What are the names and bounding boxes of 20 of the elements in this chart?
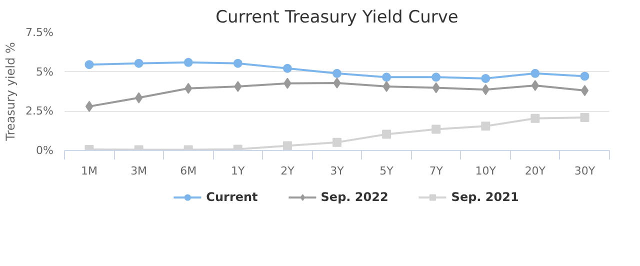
legend-label: Current xyxy=(206,190,258,204)
legend-label: Sep. 2022 xyxy=(320,190,388,204)
chart-title: Current Treasury Yield Curve xyxy=(216,8,458,28)
x-tick-label: 10Y xyxy=(475,164,496,178)
y-axis-title: Treasury yield % xyxy=(4,42,18,142)
x-tick-label: 3M xyxy=(130,164,148,178)
y-tick-label: 5% xyxy=(36,65,54,78)
x-tick-label: 2Y xyxy=(280,164,295,178)
x-tick-label: 6M xyxy=(180,164,197,178)
x-tick-label: 7Y xyxy=(429,164,444,178)
x-tick-label: 1Y xyxy=(231,164,246,178)
legend-label: Sep. 2021 xyxy=(451,190,519,204)
x-tick-label: 3Y xyxy=(330,164,344,178)
y-tick-label: 2.5% xyxy=(26,104,54,118)
y-tick-label: 7.5% xyxy=(26,26,54,39)
x-tick-label: 20Y xyxy=(524,164,546,178)
x-tick-label: 5Y xyxy=(380,164,394,178)
y-tick-label: 0% xyxy=(36,144,54,157)
x-tick-label: 30Y xyxy=(574,164,596,178)
x-tick-label: 1M xyxy=(81,164,98,178)
